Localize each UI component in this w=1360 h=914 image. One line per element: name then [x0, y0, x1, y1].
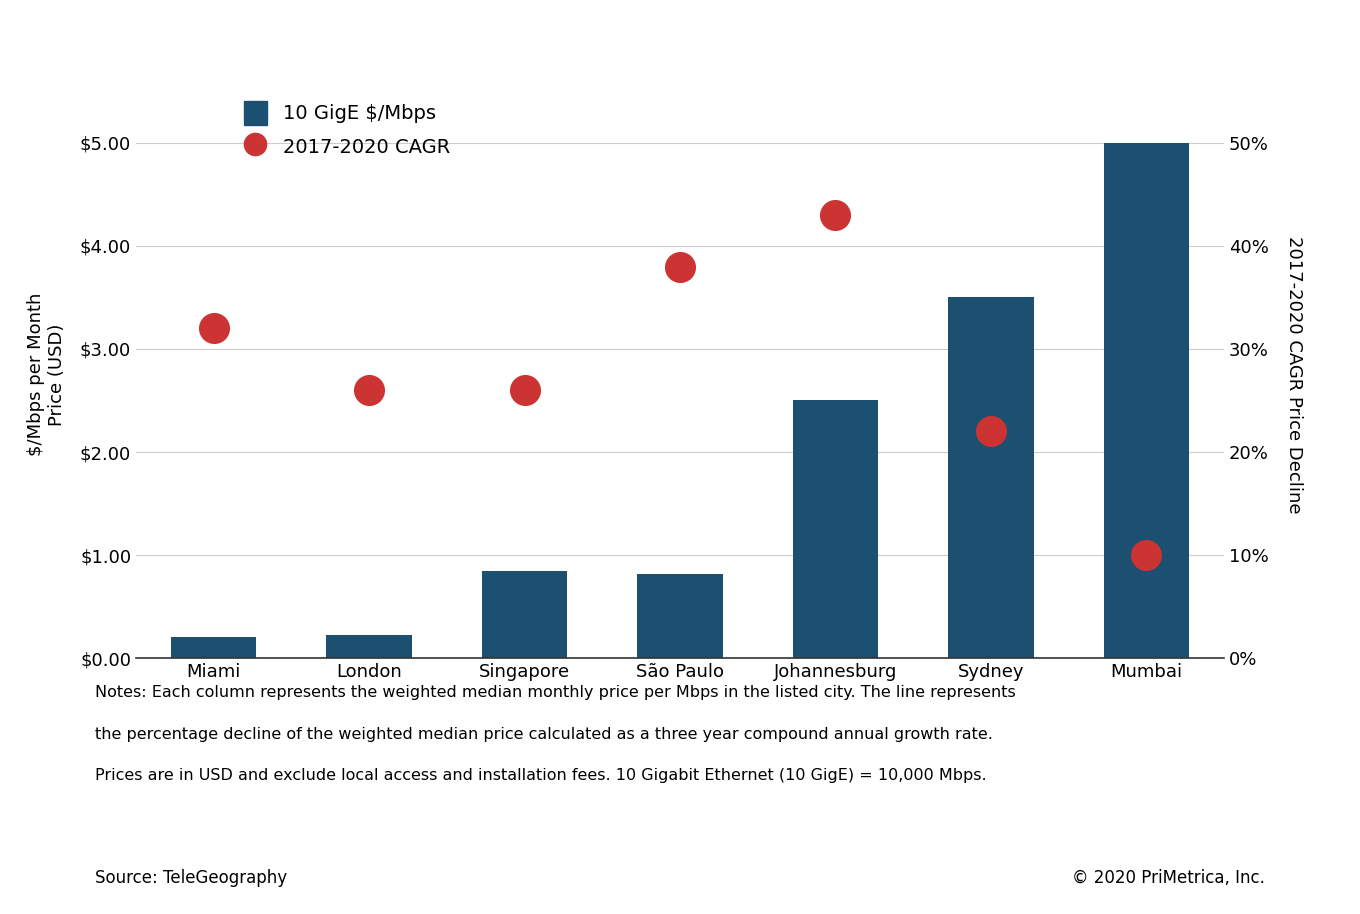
- Bar: [481, 570, 567, 658]
- Point: [824, 207, 846, 222]
- Bar: [326, 635, 412, 658]
- Legend: 10 GigE $/Mbps, 2017-2020 CAGR: 10 GigE $/Mbps, 2017-2020 CAGR: [243, 101, 450, 158]
- Text: Prices are in USD and exclude local access and installation fees. 10 Gigabit Eth: Prices are in USD and exclude local acce…: [95, 768, 987, 782]
- Bar: [948, 297, 1034, 658]
- Point: [358, 383, 379, 398]
- Text: Source: TeleGeography: Source: TeleGeography: [95, 868, 287, 887]
- Bar: [793, 400, 879, 658]
- Point: [514, 383, 536, 398]
- Point: [1136, 547, 1157, 562]
- Y-axis label: 2017-2020 CAGR Price Decline: 2017-2020 CAGR Price Decline: [1285, 236, 1303, 514]
- Text: Notes: Each column represents the weighted median monthly price per Mbps in the : Notes: Each column represents the weight…: [95, 686, 1016, 700]
- Y-axis label: $/Mbps per Month
Price (USD): $/Mbps per Month Price (USD): [27, 293, 67, 456]
- Point: [669, 260, 691, 274]
- Point: [203, 321, 224, 335]
- Text: the percentage decline of the weighted median price calculated as a three year c: the percentage decline of the weighted m…: [95, 727, 993, 741]
- Bar: [638, 574, 722, 658]
- Bar: [171, 637, 257, 658]
- Bar: [1103, 143, 1189, 658]
- Point: [981, 424, 1002, 439]
- Text: © 2020 PriMetrica, Inc.: © 2020 PriMetrica, Inc.: [1072, 868, 1265, 887]
